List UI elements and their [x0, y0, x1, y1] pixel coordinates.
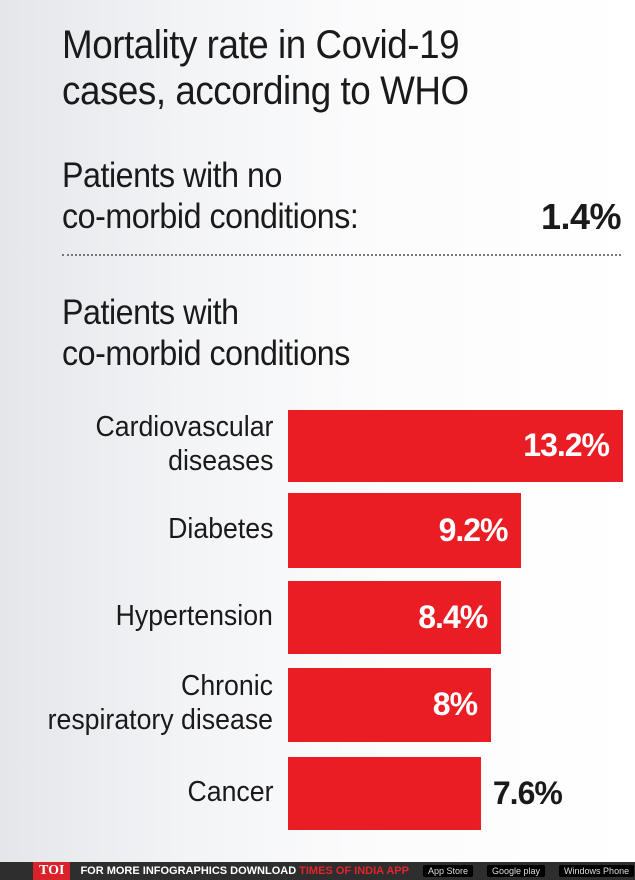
category-label-line: Hypertension: [115, 599, 273, 632]
bar: [288, 668, 492, 742]
footer-app-text[interactable]: TIMES OF INDIA APP: [299, 865, 409, 877]
category-label-line: diseases: [167, 445, 273, 477]
value-label: 8.4%: [418, 598, 488, 635]
bar: [288, 493, 522, 568]
dotted-divider: [62, 254, 621, 256]
category-label-line: respiratory disease: [47, 704, 273, 736]
no-comorbid-label: Patients with no co-morbid conditions:: [62, 155, 359, 237]
category-label: Cardiovascular diseases: [95, 410, 273, 478]
comorbid-line-1: Patients with: [62, 293, 239, 332]
category-label: Chronic respiratory disease: [48, 669, 273, 737]
bar: [288, 757, 481, 830]
category-label-line: Diabetes: [167, 512, 273, 545]
comorbid-heading: Patients with co-morbid conditions: [62, 292, 350, 374]
app-store-badge[interactable]: App Store: [422, 865, 473, 877]
chart-title: Mortality rate in Covid-19 cases, accord…: [62, 22, 469, 114]
category-label-line: Cancer: [186, 775, 273, 808]
value-label: 7.6%: [492, 774, 563, 811]
bar: [288, 581, 502, 654]
value-label: 8%: [432, 686, 478, 722]
google-play-badge[interactable]: Google play: [487, 865, 546, 877]
value-label: 13.2%: [523, 427, 610, 463]
no-comorbid-line-2: co-morbid conditions:: [62, 197, 359, 236]
footer-text: FOR MORE INFOGRAPHICS DOWNLOAD: [80, 865, 297, 877]
no-comorbid-value: 1.4%: [540, 196, 622, 237]
title-line-2: cases, according to WHO: [62, 69, 469, 113]
category-label: Cancer: [187, 775, 273, 809]
windows-phone-badge[interactable]: Windows Phone: [559, 865, 635, 877]
footer-banner: TOI FOR MORE INFOGRAPHICS DOWNLOAD TIMES…: [0, 862, 635, 880]
toi-logo: TOI: [33, 862, 71, 880]
category-label-line: Chronic: [181, 670, 273, 702]
category-label-line: Cardiovascular: [95, 411, 273, 443]
comorbid-line-2: co-morbid conditions: [62, 334, 350, 373]
title-line-1: Mortality rate in Covid-19: [62, 23, 460, 67]
bar: [288, 410, 623, 482]
category-label: Hypertension: [116, 599, 273, 633]
value-label: 9.2%: [438, 511, 509, 548]
no-comorbid-line-1: Patients with no: [62, 156, 282, 195]
category-label: Diabetes: [168, 512, 273, 546]
